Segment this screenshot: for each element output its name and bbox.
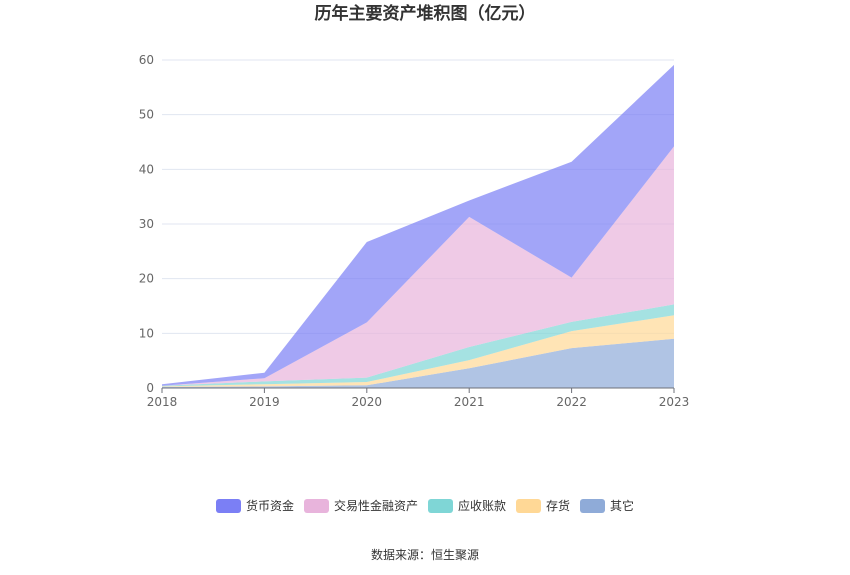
legend-label: 存货 bbox=[546, 498, 570, 513]
legend-swatch bbox=[516, 499, 541, 513]
y-tick-label: 40 bbox=[139, 162, 154, 176]
legend-swatch bbox=[304, 499, 329, 513]
legend-label: 应收账款 bbox=[458, 498, 506, 513]
legend[interactable]: 货币资金 交易性金融资产 应收账款 存货 其它 bbox=[216, 498, 634, 513]
y-tick-label: 0 bbox=[146, 381, 154, 395]
y-tick-label: 20 bbox=[139, 272, 154, 286]
data-source-note: 数据来源：恒生聚源 bbox=[371, 547, 479, 562]
x-tick-label: 2019 bbox=[249, 395, 280, 409]
area-series-0 bbox=[162, 338, 674, 388]
legend-item[interactable]: 货币资金 bbox=[216, 498, 294, 513]
chart-title: 历年主要资产堆积图（亿元） bbox=[315, 3, 536, 24]
legend-label: 货币资金 bbox=[246, 498, 294, 513]
y-tick-label: 10 bbox=[139, 326, 154, 340]
x-tick-label: 2022 bbox=[556, 395, 587, 409]
x-tick-label: 2018 bbox=[147, 395, 178, 409]
area-series-3 bbox=[162, 146, 674, 386]
legend-item[interactable]: 交易性金融资产 bbox=[304, 498, 418, 513]
legend-swatch bbox=[216, 499, 241, 513]
legend-item[interactable]: 应收账款 bbox=[428, 498, 506, 513]
y-tick-label: 30 bbox=[139, 217, 154, 231]
area-series bbox=[162, 64, 674, 388]
legend-item[interactable]: 其它 bbox=[580, 498, 634, 513]
x-tick-label: 2023 bbox=[659, 395, 690, 409]
legend-item[interactable]: 存货 bbox=[516, 498, 570, 513]
area-series-1 bbox=[162, 315, 674, 387]
x-tick-label: 2021 bbox=[454, 395, 485, 409]
axes: 2018 2019 2020 2021 2022 2023 bbox=[147, 387, 690, 409]
area-series-4 bbox=[162, 64, 674, 386]
y-tick-label: 50 bbox=[139, 108, 154, 122]
legend-label: 其它 bbox=[610, 498, 634, 513]
x-tick-label: 2020 bbox=[352, 395, 383, 409]
legend-label: 交易性金融资产 bbox=[334, 498, 418, 513]
legend-swatch bbox=[580, 499, 605, 513]
legend-swatch bbox=[428, 499, 453, 513]
area-series-2 bbox=[162, 304, 674, 387]
y-tick-label: 60 bbox=[139, 53, 154, 67]
